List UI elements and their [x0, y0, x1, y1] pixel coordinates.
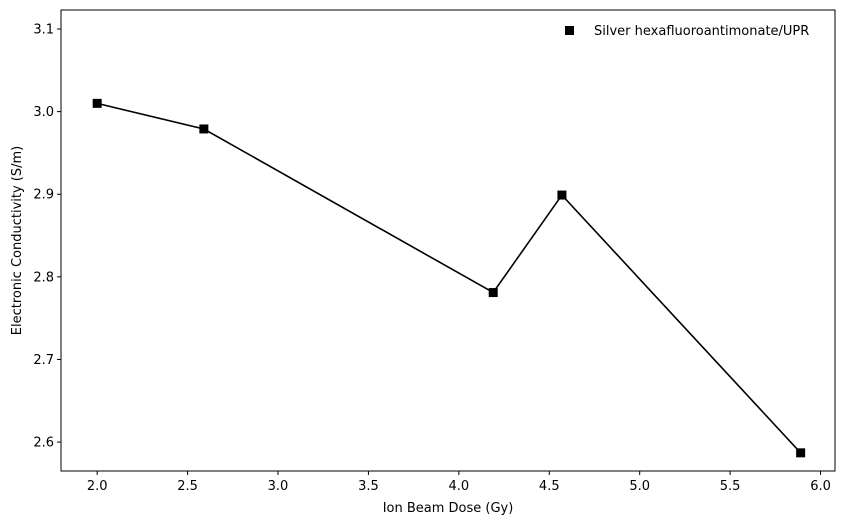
y-tick-label: 2.9: [33, 188, 54, 203]
x-tick-label: 5.5: [720, 479, 741, 494]
x-tick-label: 2.5: [177, 479, 198, 494]
x-tick-label: 4.5: [539, 479, 560, 494]
y-axis-label: Electronic Conductivity (S/m): [10, 146, 25, 336]
y-tick-label: 3.1: [33, 23, 54, 38]
x-tick-label: 4.0: [449, 479, 470, 494]
x-axis-ticks: 2.0 2.5 3.0 3.5 4.0 4.5 5.0 5.5 6.0: [87, 471, 831, 494]
y-axis-ticks: 2.6 2.7 2.8 2.9 3.0 3.1: [33, 23, 61, 451]
y-tick-label: 2.7: [33, 353, 54, 368]
x-tick-label: 2.0: [87, 479, 108, 494]
x-tick-label: 3.0: [268, 479, 289, 494]
x-tick-label: 5.0: [629, 479, 650, 494]
data-point: [557, 190, 567, 200]
x-tick-label: 3.5: [358, 479, 379, 494]
x-tick-label: 6.0: [810, 479, 831, 494]
y-tick-label: 3.0: [33, 105, 54, 120]
data-point: [796, 448, 806, 458]
legend-marker: [565, 26, 574, 35]
plot-area: [61, 10, 835, 471]
x-axis-label: Ion Beam Dose (Gy): [383, 501, 514, 516]
legend: Silver hexafluoroantimonate/UPR: [565, 24, 809, 39]
data-point: [488, 288, 498, 298]
series-layer: [92, 98, 806, 458]
y-tick-label: 2.6: [33, 436, 54, 451]
data-point: [92, 98, 102, 108]
legend-label: Silver hexafluoroantimonate/UPR: [594, 24, 809, 39]
data-point: [199, 124, 209, 134]
plot-frame: [60, 9, 836, 472]
y-tick-label: 2.8: [33, 270, 54, 285]
